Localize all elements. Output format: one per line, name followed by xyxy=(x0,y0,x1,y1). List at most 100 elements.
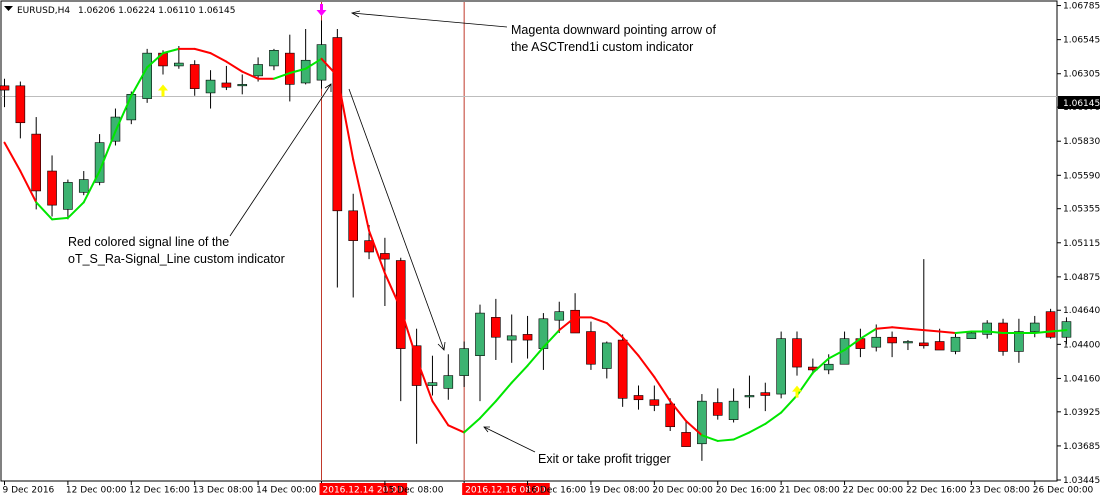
signal-segment xyxy=(1049,329,1068,333)
signal-segment xyxy=(241,70,260,80)
signal-segment xyxy=(336,74,355,161)
annotation-arrowhead-sell xyxy=(350,10,361,18)
candle-bear xyxy=(284,52,295,85)
x-tick-label: 12 Dec 16:00 xyxy=(129,486,190,496)
signal-segment xyxy=(1033,330,1052,334)
y-tick-label: 1.05115 xyxy=(1063,239,1100,249)
signal-segment xyxy=(383,272,402,310)
price-axis[interactable]: 1.067851.065451.063051.060701.058301.055… xyxy=(1057,2,1100,486)
x-tick-label: 15 Dec 08:00 xyxy=(383,486,444,496)
candle-bear xyxy=(1045,311,1056,338)
signal-segment xyxy=(859,327,878,340)
candle-bull xyxy=(142,52,152,99)
x-tick-label: 20 Dec 00:00 xyxy=(652,486,713,496)
annotation-arrow-exit xyxy=(483,426,536,453)
signal-segment xyxy=(399,307,418,360)
signal-segment xyxy=(938,330,957,334)
candle-bear xyxy=(712,402,723,416)
signal-segment xyxy=(510,364,529,384)
signal-segment xyxy=(51,216,69,221)
candle-bear xyxy=(934,341,945,351)
candle-bear xyxy=(522,334,533,341)
candle-bull xyxy=(475,312,485,357)
signal-segment xyxy=(415,357,434,403)
x-tick-label: 16 Dec 16:00 xyxy=(526,486,587,496)
signal-segment xyxy=(589,316,608,325)
annotation-sell-line2: the ASCTrend1i custom indicator xyxy=(511,40,693,54)
candle-bear xyxy=(411,345,422,386)
annotation-arrow-drop xyxy=(348,88,445,351)
annotation-sell-line1: Magenta downward pointing arrow of xyxy=(511,23,717,37)
candle-bear xyxy=(31,133,42,192)
signal-segment xyxy=(637,354,656,379)
candle-bull xyxy=(253,64,263,77)
candle-bear xyxy=(665,403,676,428)
candle-bear xyxy=(918,342,929,347)
x-tick-label: 22 Dec 16:00 xyxy=(906,486,967,496)
signal-segment xyxy=(922,329,941,333)
annotation-signal-line2: oT_S_Ra-Signal_Line custom indicator xyxy=(68,252,285,266)
y-tick-label: 1.04640 xyxy=(1063,306,1100,316)
x-tick-label: 23 Dec 08:00 xyxy=(969,486,1030,496)
signal-segment xyxy=(114,94,133,133)
signal-segment xyxy=(98,130,117,173)
signal-segment xyxy=(811,357,830,374)
candle-bear xyxy=(792,338,802,368)
signal-segment xyxy=(605,322,624,339)
candle-bear xyxy=(47,170,57,206)
candle-bear xyxy=(332,37,343,212)
x-tick-label-highlight: 2016.12.16 08:00 xyxy=(465,486,546,496)
x-tick-highlight xyxy=(462,483,550,495)
x-tick-label: 26 Dec 00:00 xyxy=(1033,486,1094,496)
signal-segment xyxy=(685,420,703,437)
candle-bull xyxy=(903,341,913,344)
candle-bear xyxy=(189,64,200,89)
y-tick-label: 1.05830 xyxy=(1063,137,1100,147)
annotation-exit: Exit or take profit trigger xyxy=(538,452,671,466)
candle-bear xyxy=(586,331,596,365)
x-tick-label: 14 Dec 00:00 xyxy=(256,486,317,496)
y-tick-label: 1.06545 xyxy=(1063,36,1100,46)
y-tick-label: 1.06785 xyxy=(1063,2,1100,12)
signal-segment xyxy=(209,52,228,63)
candle-bull xyxy=(63,182,73,210)
candle-bear xyxy=(491,317,501,338)
y-tick-label: 1.03445 xyxy=(1063,476,1100,486)
signal-segment xyxy=(272,72,291,80)
y-tick-label: 1.03925 xyxy=(1063,408,1100,418)
candle-bear xyxy=(15,85,26,124)
signal-segment xyxy=(463,417,481,434)
signal-segment xyxy=(732,431,751,441)
signal-segment xyxy=(669,400,688,423)
x-tick-label: 21 Dec 08:00 xyxy=(779,486,840,496)
signal-segment xyxy=(494,381,513,403)
signal-segment xyxy=(653,376,672,403)
candle-bear xyxy=(348,210,359,241)
candle-bear xyxy=(887,336,897,344)
annotation-arrow-signal xyxy=(229,83,332,237)
signal-line xyxy=(3,47,1068,442)
symbol-dropdown-icon[interactable] xyxy=(4,6,13,11)
candle-bull xyxy=(744,395,755,398)
annotation-arrowhead-drop xyxy=(437,341,446,351)
y-tick-label: 1.04875 xyxy=(1063,273,1100,283)
candle-bull xyxy=(237,84,248,87)
candle-bear xyxy=(364,240,374,253)
candle-bear xyxy=(395,260,406,349)
signal-segment xyxy=(479,400,497,420)
time-axis[interactable]: 9 Dec 2016 12 Dec 00:00 12 Dec 16:00 13 Dec… xyxy=(3,481,1094,496)
signal-segment xyxy=(558,316,577,332)
candlesticks xyxy=(0,20,1072,461)
x-tick-label-highlight: 2016.12.14 20:00 xyxy=(323,486,404,496)
candle-bull xyxy=(728,400,739,420)
signal-segment xyxy=(352,158,371,232)
signal-segment xyxy=(3,141,22,173)
signal-segment xyxy=(288,67,307,75)
signal-segment xyxy=(447,424,466,434)
buy-arrow-icon xyxy=(792,385,802,398)
buy-arrow-icon xyxy=(158,84,168,97)
sell-arrow-icon xyxy=(316,4,327,16)
signal-segment xyxy=(162,47,180,55)
